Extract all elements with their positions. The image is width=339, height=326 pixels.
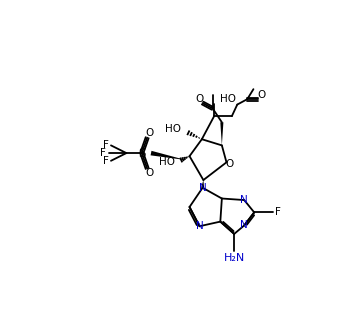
Polygon shape — [151, 151, 186, 160]
Text: N: N — [240, 220, 248, 230]
Text: HO: HO — [159, 157, 175, 167]
Text: O: O — [225, 159, 234, 169]
Text: O: O — [145, 128, 154, 138]
Text: F: F — [103, 141, 108, 150]
Text: S: S — [138, 147, 145, 160]
Text: N: N — [199, 183, 206, 193]
Text: N: N — [196, 221, 203, 231]
Text: HO: HO — [220, 94, 236, 104]
Text: O: O — [258, 90, 266, 100]
Text: N: N — [240, 195, 248, 205]
Text: F: F — [100, 148, 106, 158]
Text: O: O — [195, 94, 204, 104]
Text: F: F — [103, 156, 108, 166]
Text: H₂N: H₂N — [223, 253, 245, 263]
Text: HO: HO — [165, 124, 181, 134]
Text: F: F — [275, 207, 281, 217]
Text: O: O — [145, 168, 154, 178]
Polygon shape — [201, 180, 204, 188]
Polygon shape — [220, 122, 223, 145]
